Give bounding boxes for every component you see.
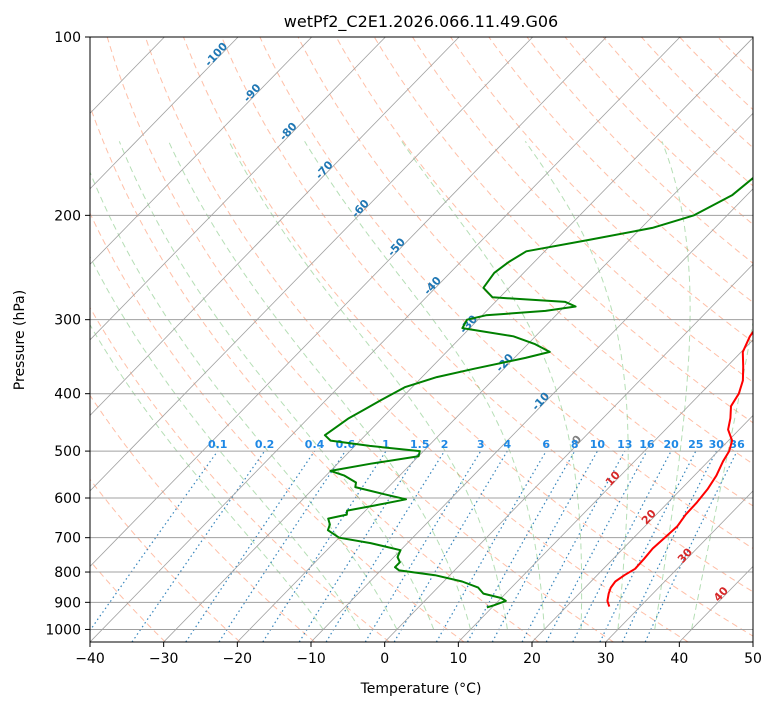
y-tick-label: 700 [54, 531, 81, 547]
chart-title: wetPf2_C2E1.2026.066.11.49.G06 [284, 12, 558, 32]
mixing-ratio-line [364, 450, 482, 642]
mixing-ratio-label: 1.5 [410, 438, 430, 451]
mixing-ratio-label: 3 [477, 438, 485, 451]
moist-adiabat-line [304, 141, 545, 630]
mixing-ratio-line [521, 450, 626, 642]
mixing-ratio-label: 30 [709, 438, 725, 451]
x-tick-label: 20 [523, 651, 541, 667]
isotherm-line [90, 37, 607, 568]
mixing-ratio-line [90, 450, 219, 632]
mixing-ratio-line [298, 450, 421, 642]
dry-adiabat-line [259, 37, 753, 550]
isotherm-line [384, 263, 753, 642]
dry-adiabat-line [90, 104, 540, 642]
y-axis-label: Pressure (hPa) [12, 290, 28, 390]
x-tick-label: 40 [670, 651, 688, 667]
x-tick-label: −30 [149, 651, 179, 667]
x-tick-label: −10 [296, 651, 326, 667]
dry-adiabat-line [221, 37, 753, 593]
x-tick-label: 50 [744, 651, 762, 667]
dry-adiabat-line [297, 37, 753, 507]
y-tick-label: 100 [54, 30, 81, 46]
moist-adiabat-line [228, 141, 508, 630]
dry-adiabat-line [144, 37, 689, 642]
y-tick-label: 200 [54, 208, 81, 224]
mixing-ratio-line [262, 450, 387, 642]
dewpoint-trace [323, 176, 753, 609]
mixing-ratio-label: 4 [504, 438, 512, 451]
y-tick-label: 500 [54, 444, 81, 460]
y-tick-label: 400 [54, 387, 81, 403]
moist-adiabat-line [90, 323, 324, 630]
moist-adiabat-line [691, 319, 753, 630]
dry-adiabat-line [488, 37, 753, 304]
mixing-ratio-label: 25 [688, 438, 703, 451]
dry-adiabat-line [450, 37, 753, 343]
mixing-ratio-label: 0.4 [305, 438, 325, 451]
plot-frame [89, 36, 754, 643]
dry-adiabat-line [90, 394, 316, 642]
moist-adiabat-line [90, 255, 361, 630]
x-tick-label: −20 [223, 651, 253, 667]
x-tick-label: 30 [597, 651, 615, 667]
mixing-ratio-label: 13 [617, 438, 632, 451]
mixing-ratio-label: 10 [590, 438, 606, 451]
isotherm-line [90, 37, 239, 190]
mixing-ratio-line [185, 450, 316, 642]
moist-adiabat-line [654, 141, 691, 630]
mixing-ratio-label: 20 [663, 438, 679, 451]
mixing-ratio-line [325, 450, 446, 642]
mixing-ratio-label: 2 [441, 438, 449, 451]
x-tick-label: 0 [380, 651, 389, 667]
mixing-ratio-label: 6 [542, 438, 550, 451]
isotherm-line [163, 37, 753, 642]
mixing-ratio-line [545, 450, 648, 642]
moist-adiabat-line [90, 170, 398, 630]
isotherm-line [90, 37, 534, 492]
x-axis-label: Temperature (°C) [360, 681, 482, 697]
isotherm-line [310, 188, 753, 642]
y-tick-label: 900 [54, 595, 81, 611]
dry-adiabat-line [106, 37, 614, 642]
mixing-ratio-line [218, 450, 346, 642]
mixing-ratio-label: 36 [729, 438, 745, 451]
profile-traces [323, 176, 753, 609]
isotherm-line [90, 37, 460, 416]
mixing-ratio-line [131, 450, 266, 642]
x-tick-label: 10 [449, 651, 467, 667]
mixing-ratio-label: 8 [571, 438, 579, 451]
isotherm-line [605, 490, 753, 642]
y-tick-label: 600 [54, 491, 81, 507]
mixing-ratio-label: 0.2 [255, 438, 275, 451]
axis-ticks: −40 −30 −20 −10 0 10 20 30 40 5010020030040050060… [45, 30, 762, 667]
x-tick-label: −40 [75, 651, 105, 667]
mixing-ratio-line [621, 450, 717, 642]
mixing-ratio-label: 0.6 [336, 438, 356, 451]
mixing-ratio-label: 1 [382, 438, 390, 451]
isotherm-line [531, 414, 753, 642]
isotherm-line [237, 112, 753, 642]
isotherm-line [90, 37, 313, 265]
isotherm-line [458, 339, 753, 642]
moist-adiabat-line [524, 141, 629, 630]
background-grid [90, 37, 753, 642]
y-tick-label: 300 [54, 313, 81, 329]
temperature-trace [606, 330, 753, 607]
mixing-ratio-label: 0.1 [208, 438, 228, 451]
moist-adiabat-line [118, 141, 435, 630]
y-tick-label: 1000 [45, 622, 81, 638]
moist-adiabat-line [168, 141, 472, 630]
isotherm-line [90, 37, 681, 642]
y-tick-label: 800 [54, 565, 81, 581]
dry-adiabat-line [90, 478, 241, 642]
mixing-ratio-label: 16 [639, 438, 655, 451]
